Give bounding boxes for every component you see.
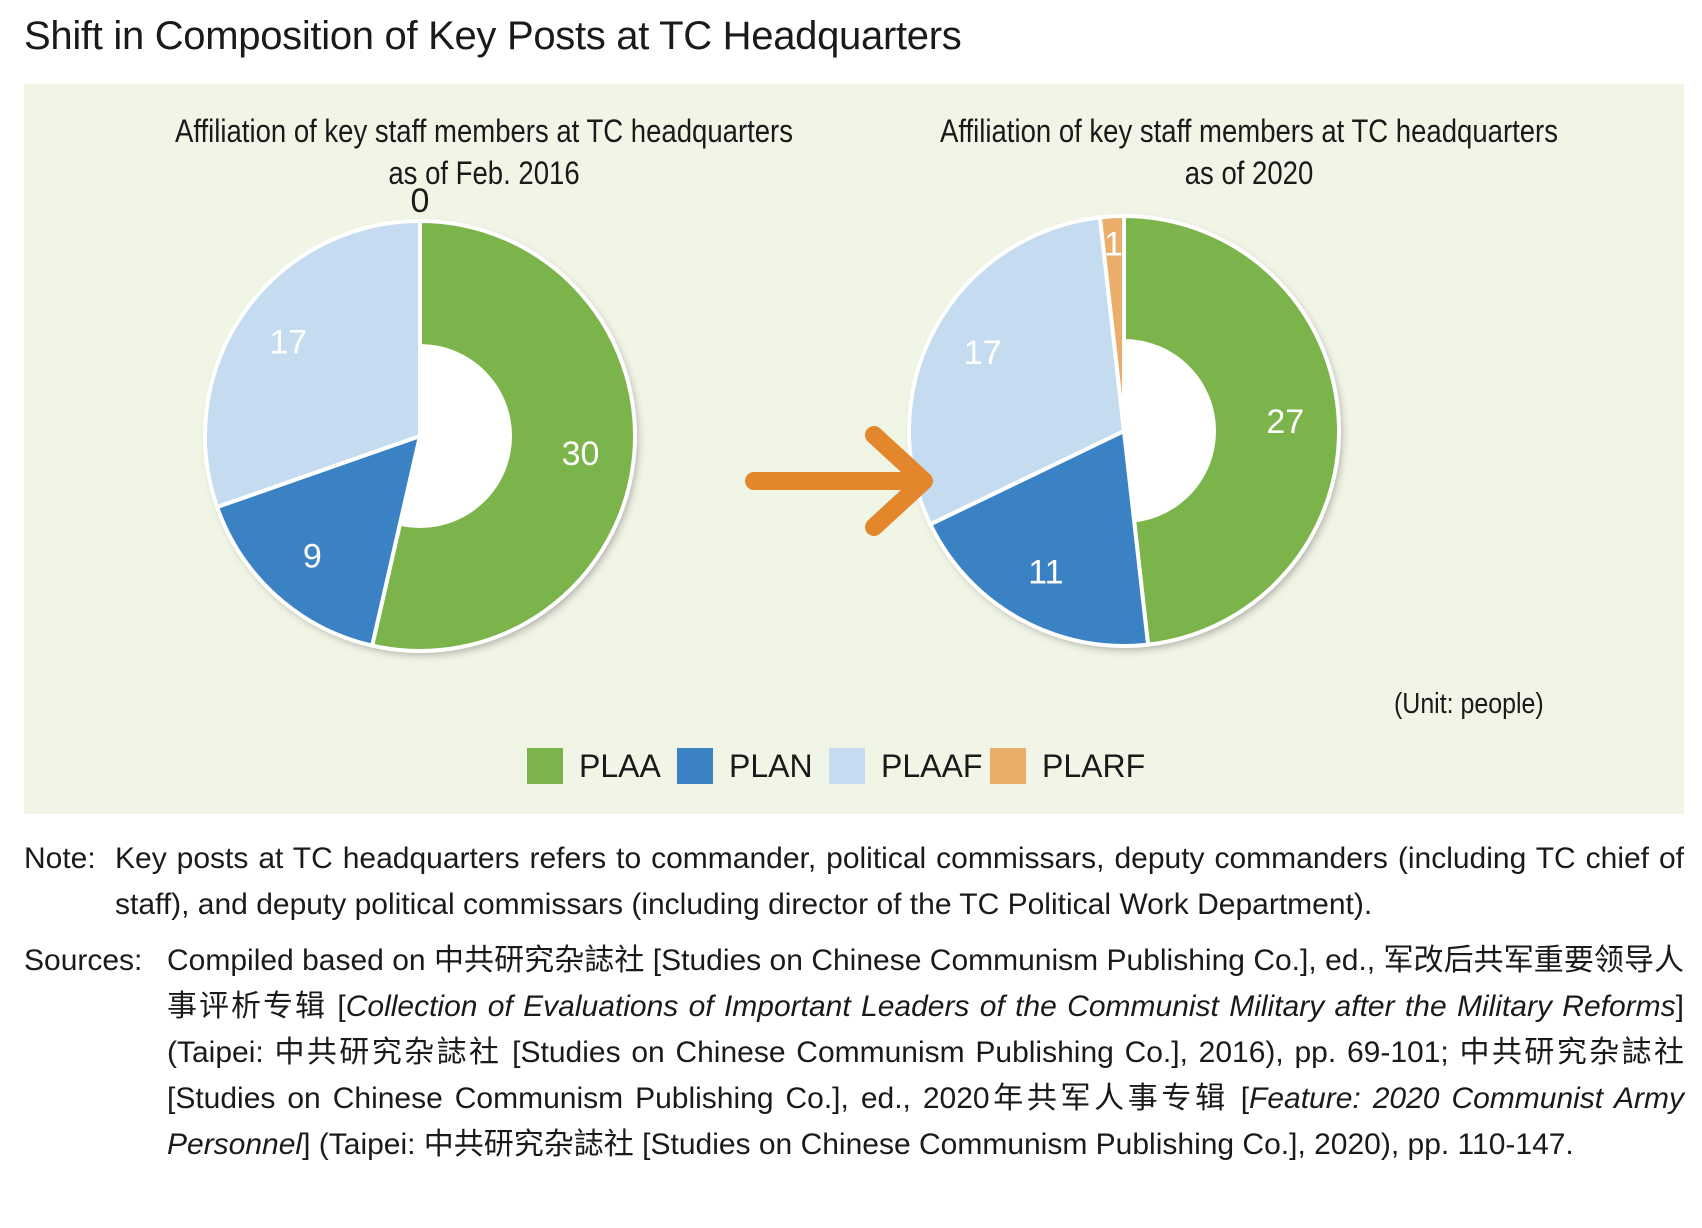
- sources-part-1: Compiled based on 中共研究杂誌社 [Studies on Ch…: [167, 944, 1684, 1023]
- data-label-plaa: 30: [562, 435, 600, 473]
- sources-title-1: Collection of Evaluations of Important L…: [345, 990, 1676, 1023]
- legend-swatch-plaa: [527, 748, 563, 784]
- legend-item-plaa: PLAA: [527, 744, 661, 788]
- sources-head: Sources:: [24, 944, 143, 977]
- chart-title-2020: Affiliation of key staff members at TC h…: [905, 110, 1593, 194]
- slice-plaa: [1122, 213, 1341, 647]
- legend: PLAA PLAN PLAAF PLARF: [24, 744, 1684, 794]
- slice-plarf: [1097, 213, 1126, 432]
- legend-swatch-plarf: [990, 748, 1026, 784]
- data-label-plan: 9: [303, 537, 322, 575]
- legend-label-plarf: PLARF: [1042, 747, 1146, 784]
- legend-swatch-plaaf: [829, 748, 865, 784]
- data-label-plarf: 1: [1104, 225, 1123, 263]
- slice-plan: [927, 427, 1151, 648]
- chart-panel: Affiliation of key staff members at TC h…: [24, 84, 1684, 814]
- chart-title-2016: Affiliation of key staff members at TC h…: [140, 110, 828, 194]
- transition-arrow-icon: [745, 426, 933, 536]
- sources-text: Compiled based on 中共研究杂誌社 [Studies on Ch…: [24, 938, 1684, 1168]
- note-head: Note:: [24, 842, 96, 875]
- notes-section: Note: Key posts at TC headquarters refer…: [24, 836, 1684, 1168]
- note-text: Key posts at TC headquarters refers to c…: [115, 842, 1684, 921]
- unit-label: (Unit: people): [1394, 688, 1544, 720]
- legend-label-plaa: PLAA: [579, 747, 661, 784]
- chart-title-2020-line1: Affiliation of key staff members at TC h…: [940, 113, 1558, 149]
- chart-title-2016-line2: as of Feb. 2016: [388, 155, 580, 191]
- figure-title: Shift in Composition of Key Posts at TC …: [24, 14, 962, 58]
- data-label-plarf: 0: [411, 182, 430, 220]
- legend-label-plan: PLAN: [729, 747, 813, 784]
- donut-2016: 30 9 17 0: [203, 182, 638, 653]
- legend-item-plarf: PLARF: [990, 744, 1145, 788]
- donut-charts: 30 9 17 0 27 11 17 1: [203, 182, 1341, 653]
- legend-item-plan: PLAN: [677, 744, 813, 788]
- data-label-plaa: 27: [1266, 403, 1304, 441]
- data-label-plan: 11: [1028, 553, 1063, 591]
- sources-part-3: ] (Taipei: 中共研究杂誌社 [Studies on Chinese C…: [302, 1128, 1574, 1161]
- sources: Sources: Compiled based on 中共研究杂誌社 [Stud…: [24, 938, 1684, 1168]
- chart-title-2016-line1: Affiliation of key staff members at TC h…: [175, 113, 793, 149]
- data-label-plaaf: 17: [269, 324, 307, 362]
- slice-plan: [214, 432, 423, 649]
- legend-item-plaaf: PLAAF: [829, 744, 982, 788]
- donut-2020: 27 11 17 1: [907, 213, 1341, 648]
- slice-plaaf: [203, 218, 422, 510]
- legend-label-plaaf: PLAAF: [881, 747, 983, 784]
- legend-swatch-plan: [677, 748, 713, 784]
- note: Note: Key posts at TC headquarters refer…: [24, 836, 1684, 928]
- chart-title-2020-line2: as of 2020: [1184, 155, 1314, 191]
- sources-part-2: ] (Taipei: 中共研究杂誌社 [Studies on Chinese C…: [167, 990, 1685, 1115]
- data-label-plaaf: 17: [964, 334, 1002, 372]
- sources-title-2: Feature: 2020 Communist Army Personnel: [167, 1082, 1684, 1161]
